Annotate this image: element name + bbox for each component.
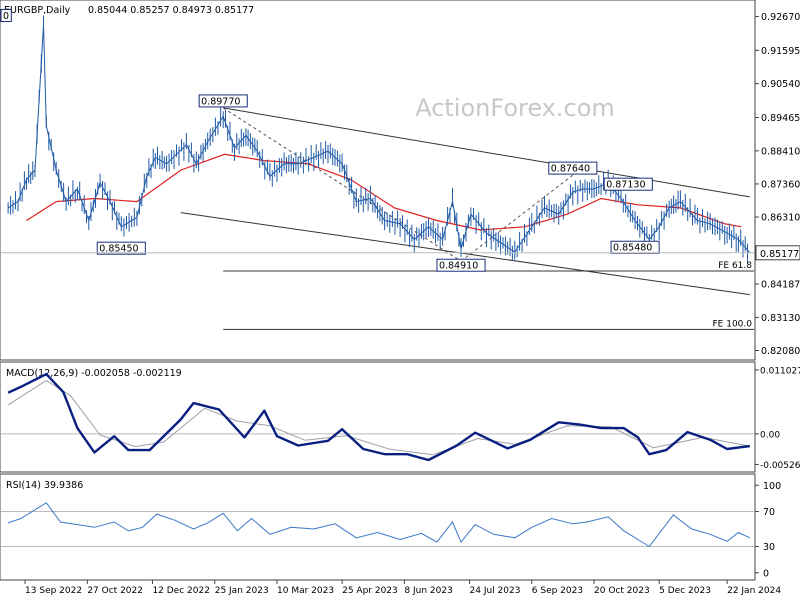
x-tick-label: 20 Oct 2023 [594, 586, 650, 596]
price-y-tick-label: 0.86310 [761, 213, 800, 224]
pivot-label-box [96, 241, 146, 255]
macd-y-tick-label: -0.005267 [760, 461, 800, 471]
symbol-label: EURGBP,Daily [4, 5, 71, 16]
macd-y-tick-label: 0.00 [760, 430, 780, 440]
pivot-label-box [436, 258, 486, 272]
rsi-line [7, 502, 751, 548]
price-y-tick-label: 0.83130 [761, 313, 800, 324]
price-y-axis: 0.92670 0.91595 0.90540 0.89465 0.88410 0.873… [755, 12, 800, 357]
pivot-label-text: 0.87640 [551, 164, 590, 175]
fib-level-label: FE 61.8 [718, 261, 752, 271]
rsi-y-tick-label: 30 [763, 542, 775, 553]
price-y-tick-label: 0.87360 [761, 179, 800, 190]
price-y-tick-label: 0.92670 [761, 12, 800, 23]
current-price-box [755, 245, 800, 261]
rsi-title: RSI(14) 39.9386 [6, 480, 83, 491]
trendline [180, 212, 750, 296]
x-tick-label: 25 Apr 2023 [342, 586, 398, 596]
x-tick-label: 8 Jun 2023 [404, 586, 452, 596]
macd-title: MACD(12,26,9) -0.002058 -0.002119 [6, 368, 182, 379]
pivot-label-box [548, 161, 598, 175]
fib-level-label: FE 100.0 [713, 319, 753, 329]
x-tick-label: 25 Jan 2023 [215, 586, 269, 596]
x-tick-label: 13 Sep 2022 [25, 586, 82, 596]
pivot-label-box [198, 94, 248, 108]
symbol-text: EURGBP,Daily [4, 5, 71, 16]
rsi-panel-frame [0, 473, 756, 581]
pivot-label-box [0, 9, 12, 23]
price-series-layer [7, 15, 751, 263]
current-price-label: 0.85177 [760, 249, 799, 260]
x-tick-label: 10 Mar 2023 [277, 586, 334, 596]
x-tick-label: 24 Jul 2023 [470, 586, 521, 596]
price-y-tick-label: 0.88410 [761, 146, 800, 157]
moving-average-line [26, 153, 742, 231]
pivot-label-box [603, 177, 653, 191]
macd-line [7, 372, 750, 462]
pivot-label-text: 0.89770 [201, 96, 240, 107]
x-tick-label: 22 Jan 2024 [727, 586, 781, 596]
rsi-lines-layer [7, 502, 751, 548]
moving-average-layer [26, 153, 742, 231]
x-tick-label: 27 Oct 2022 [87, 586, 143, 596]
pivot-label-text: 0.84910 [439, 261, 478, 272]
pivot-label-text: 0.85450 [99, 244, 138, 255]
watermark: ActionForex.com [415, 94, 615, 122]
price-y-tick-label: 0.90540 [761, 79, 800, 90]
macd-y-axis: 0.011027 0.00 -0.005267 [1, 366, 800, 471]
rsi-y-axis: 100 70 30 0 [1, 481, 781, 579]
price-y-tick-label: 0.91595 [761, 46, 800, 57]
macd-lines-layer [7, 372, 750, 462]
rsi-y-tick-label: 70 [763, 507, 775, 518]
current-price-marker: 0.85177 [1, 245, 800, 261]
date-x-axis: 13 Sep 2022 27 Oct 2022 12 Dec 2022 25 Jan … [24, 580, 781, 596]
price-y-tick-label: 0.84187 [761, 280, 800, 291]
pivot-label-text: 0.87130 [606, 180, 645, 191]
pivot-label-text: 0 [3, 11, 9, 22]
ohlc-label: 0.85044 0.85257 0.84973 0.85177 [88, 5, 254, 16]
pivot-label-text: 0.85480 [613, 243, 652, 254]
rsi-y-tick-label: 100 [763, 481, 781, 492]
x-tick-label: 5 Dec 2023 [659, 586, 711, 596]
rsi-y-tick-label: 0 [763, 568, 769, 579]
macd-signal-line [7, 380, 750, 456]
price-y-tick-label: 0.89465 [761, 113, 800, 124]
x-tick-label: 6 Sep 2023 [532, 586, 583, 596]
price-y-tick-label: 0.82080 [761, 346, 800, 357]
fibonacci-levels: FE 61.8 FE 100.0 [223, 261, 754, 330]
x-tick-label: 12 Dec 2022 [152, 586, 210, 596]
macd-y-tick-label: 0.011027 [760, 366, 800, 376]
trendline [223, 107, 750, 198]
price-annotations: 0.89770 0.85450 0.84910 0.87640 0.87130 0.854… [0, 9, 660, 272]
